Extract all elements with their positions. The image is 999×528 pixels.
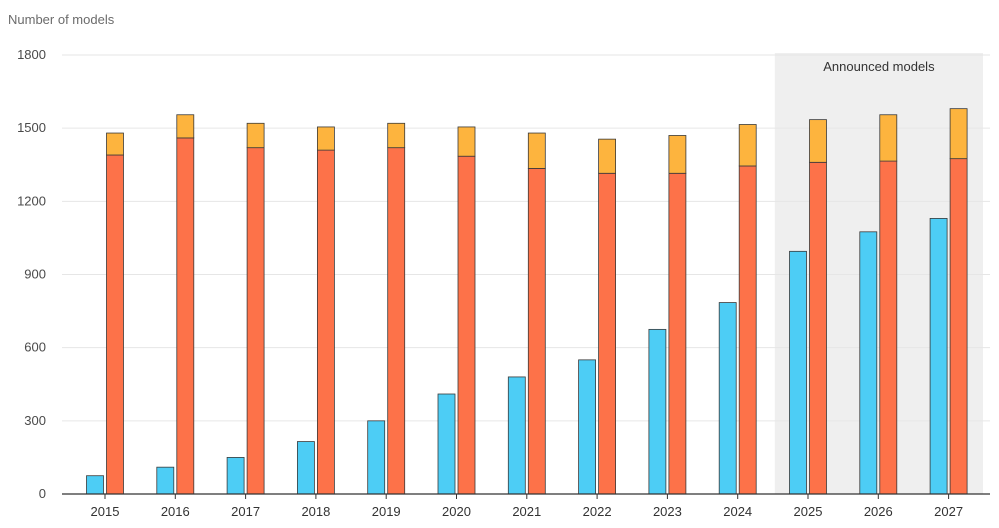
bar — [738, 165, 757, 495]
x-tick-label: 2025 — [794, 504, 823, 519]
bar — [387, 147, 406, 495]
x-tick-label: 2020 — [442, 504, 471, 519]
y-tick-label: 600 — [24, 340, 46, 355]
bars — [86, 108, 968, 495]
bar — [106, 154, 124, 495]
bar — [246, 122, 265, 149]
bar — [457, 126, 476, 157]
bar — [156, 466, 175, 495]
bar — [949, 108, 968, 160]
bar — [789, 250, 807, 495]
bar — [668, 172, 687, 495]
bar — [598, 172, 616, 495]
bar — [106, 132, 124, 156]
bar — [176, 114, 195, 139]
x-tick-label: 2026 — [864, 504, 893, 519]
bar — [527, 132, 546, 169]
bar — [879, 114, 898, 162]
bar — [316, 149, 335, 495]
bar — [527, 168, 546, 495]
bar — [949, 158, 968, 495]
y-tick-label: 1800 — [17, 47, 46, 62]
y-axis-label: Number of models — [8, 12, 115, 27]
x-tick-label: 2024 — [723, 504, 752, 519]
bar — [387, 122, 406, 149]
bar — [929, 218, 948, 495]
bar — [176, 137, 195, 495]
x-tick-label: 2023 — [653, 504, 682, 519]
x-tick-label: 2016 — [161, 504, 190, 519]
x-axis: 2015 2016 2017 2018 2019 2020 2021 2022 2023 2024… — [91, 494, 963, 519]
y-tick-label: 300 — [24, 413, 46, 428]
bar — [316, 126, 335, 151]
bar — [809, 119, 827, 163]
x-tick-label: 2027 — [934, 504, 963, 519]
x-tick-label: 2018 — [301, 504, 330, 519]
bar — [809, 161, 827, 495]
highlight-label: Announced models — [823, 59, 935, 74]
bar — [507, 376, 526, 495]
bar — [859, 231, 878, 495]
y-axis: 0 300 600 900 1200 1500 1800 — [17, 47, 46, 501]
y-tick-label: 1500 — [17, 120, 46, 135]
bar — [718, 302, 737, 495]
bar — [648, 328, 667, 495]
bar — [598, 138, 616, 174]
bar — [668, 135, 687, 174]
x-tick-label: 2017 — [231, 504, 260, 519]
y-tick-label: 900 — [24, 267, 46, 282]
bar — [437, 393, 456, 495]
bar — [879, 160, 898, 495]
bar — [367, 420, 386, 495]
bar — [296, 441, 315, 495]
y-tick-label: 0 — [39, 486, 46, 501]
bar — [226, 457, 245, 495]
x-tick-label: 2015 — [91, 504, 120, 519]
x-tick-label: 2019 — [372, 504, 401, 519]
bar — [86, 475, 104, 495]
x-tick-label: 2021 — [512, 504, 541, 519]
bar — [246, 147, 265, 495]
bar — [578, 359, 596, 495]
bar — [738, 124, 757, 167]
y-tick-label: 1200 — [17, 193, 46, 208]
bar — [457, 155, 476, 495]
x-tick-label: 2022 — [583, 504, 612, 519]
gridlines — [62, 54, 990, 422]
